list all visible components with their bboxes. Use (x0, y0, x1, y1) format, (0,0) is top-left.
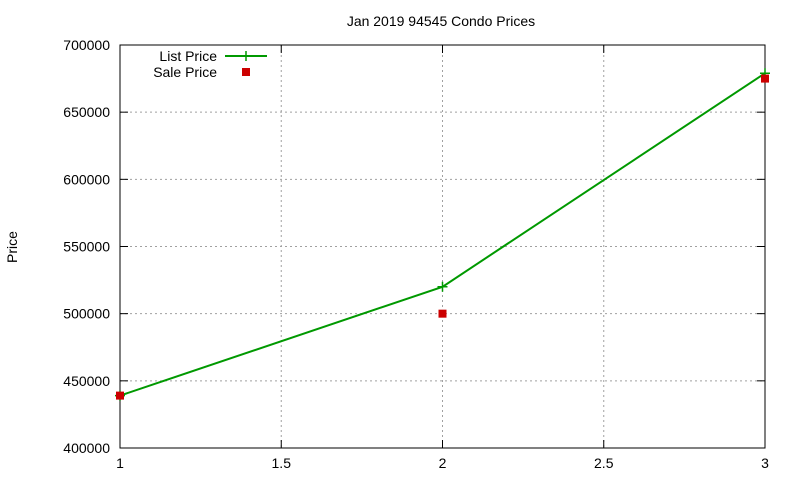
x-tick-label: 2.5 (594, 455, 614, 471)
series-sale-price (116, 74, 769, 400)
legend-label: Sale Price (153, 64, 217, 80)
x-tick-label: 3 (761, 455, 769, 471)
y-axis-label: Price (4, 231, 20, 263)
sale-price-point (438, 309, 447, 318)
y-tick-label: 700000 (63, 37, 110, 53)
chart-title: Jan 2019 94545 Condo Prices (347, 13, 535, 29)
y-tick-label: 550000 (63, 239, 110, 255)
legend-square-marker (242, 68, 250, 76)
x-tick-label: 1 (116, 455, 124, 471)
sale-price-point (116, 391, 124, 400)
series (115, 68, 770, 401)
legend-label: List Price (159, 48, 217, 64)
y-tick-label: 650000 (63, 104, 110, 120)
x-tick-label: 2 (439, 455, 447, 471)
y-tick-label: 500000 (63, 306, 110, 322)
sale-price-point (761, 74, 769, 83)
x-tick-label: 1.5 (272, 455, 292, 471)
axis-ticks: 400000 450000 500000 550000 600000 650000 7000… (63, 37, 769, 471)
y-tick-label: 600000 (63, 171, 110, 187)
list-price-point (437, 281, 448, 292)
y-tick-label: 400000 (63, 440, 110, 456)
legend-plus-marker (241, 51, 251, 61)
y-tick-label: 450000 (63, 373, 110, 389)
grid (120, 45, 765, 448)
